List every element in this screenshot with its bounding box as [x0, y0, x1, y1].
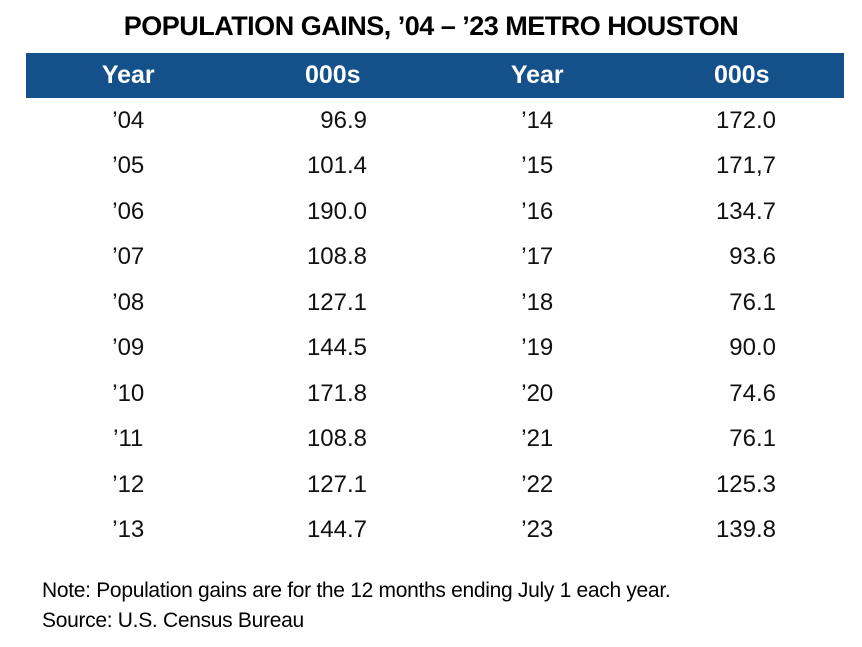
col-header-year-left: Year: [26, 53, 231, 98]
col-header-000s-left: 000s: [230, 53, 435, 98]
value-cell: 171,7: [715, 152, 776, 180]
value-cell: 74.6: [729, 379, 776, 407]
value-cell: 172.0: [715, 106, 776, 134]
table-row: ’12 127.1 ’22 125.3: [26, 462, 844, 508]
table-header-row: Year 000s Year 000s: [26, 53, 844, 98]
table-row: ’04 96.9 ’14 172.0: [26, 98, 844, 144]
table-row: ’13 144.7 ’23 139.8: [26, 508, 844, 554]
value-cell: 90.0: [729, 334, 776, 362]
note-text: Note: Population gains are for the 12 mo…: [42, 579, 671, 602]
year-cell: ’12: [112, 470, 145, 498]
value-cell: 93.6: [729, 243, 776, 271]
table-row: ’09 144.5 ’19 90.0: [26, 326, 844, 372]
year-cell: ’09: [112, 334, 145, 362]
year-cell: ’17: [521, 243, 554, 271]
value-cell: 171.8: [306, 379, 367, 407]
value-cell: 101.4: [306, 152, 367, 180]
year-cell: ’22: [521, 470, 554, 498]
year-cell: ’08: [112, 288, 145, 316]
year-cell: ’04: [112, 106, 145, 134]
year-cell: ’13: [112, 516, 145, 544]
year-cell: ’10: [112, 379, 145, 407]
value-cell: 127.1: [306, 288, 367, 316]
table-row: ’05 101.4 ’15 171,7: [26, 144, 844, 190]
year-cell: ’07: [112, 243, 145, 271]
year-cell: ’14: [521, 106, 554, 134]
value-cell: 96.9: [320, 106, 367, 134]
value-cell: 190.0: [306, 197, 367, 225]
value-cell: 144.7: [306, 516, 367, 544]
col-header-year-right: Year: [435, 53, 640, 98]
value-cell: 134.7: [715, 197, 776, 225]
value-cell: 108.8: [306, 243, 367, 271]
footnotes: Note: Population gains are for the 12 mo…: [42, 579, 862, 633]
table-row: ’11 108.8 ’21 76.1: [26, 417, 844, 463]
year-cell: ’05: [112, 152, 145, 180]
year-cell: ’15: [521, 152, 554, 180]
year-cell: ’18: [521, 288, 554, 316]
year-cell: ’20: [521, 379, 554, 407]
year-cell: ’23: [521, 516, 554, 544]
value-cell: 76.1: [729, 425, 776, 453]
table-row: ’07 108.8 ’17 93.6: [26, 235, 844, 281]
year-cell: ’06: [112, 197, 145, 225]
value-cell: 108.8: [306, 425, 367, 453]
year-cell: ’11: [113, 425, 144, 453]
source-text: Source: U.S. Census Bureau: [42, 609, 304, 632]
value-cell: 125.3: [715, 470, 776, 498]
table-row: ’10 171.8 ’20 74.6: [26, 371, 844, 417]
year-cell: ’19: [521, 334, 554, 362]
value-cell: 144.5: [306, 334, 367, 362]
table-row: ’06 190.0 ’16 134.7: [26, 189, 844, 235]
value-cell: 139.8: [715, 516, 776, 544]
value-cell: 127.1: [306, 470, 367, 498]
page-title: POPULATION GAINS, ’04 – ’23 METRO HOUSTO…: [123, 11, 739, 41]
value-cell: 76.1: [729, 288, 776, 316]
year-cell: ’21: [521, 425, 554, 453]
year-cell: ’16: [521, 197, 554, 225]
col-header-000s-right: 000s: [639, 53, 844, 98]
table-row: ’08 127.1 ’18 76.1: [26, 280, 844, 326]
population-gains-table: Year 000s Year 000s ’04 96.9 ’14 172.0 ’…: [26, 53, 844, 553]
